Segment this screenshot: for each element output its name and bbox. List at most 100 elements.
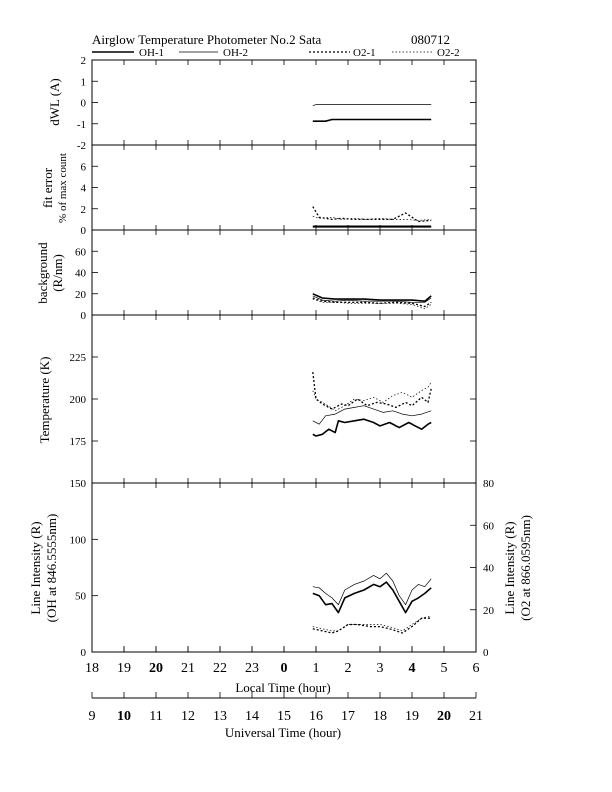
panel-temperature-ytick-label: 200 xyxy=(70,394,87,406)
series-oh-1-background xyxy=(312,293,432,303)
series-oh-1-dwl xyxy=(312,118,432,122)
panel-background-ylabel: background xyxy=(35,242,50,304)
series-o2-2-temperature xyxy=(312,382,432,412)
series-o2-1-temperature xyxy=(312,372,432,410)
local-time-axis-label: Local Time (hour) xyxy=(235,680,330,695)
panel-dwl-ytick-label: 2 xyxy=(81,55,87,67)
local-time-axis-tick-label: 1 xyxy=(313,661,320,676)
panel-background-ytick-label: 60 xyxy=(75,246,87,258)
universal-time-axis-tick-label: 10 xyxy=(117,709,131,724)
local-time-axis-tick-label: 2 xyxy=(345,661,352,676)
series-o2-1-fit-error xyxy=(312,206,432,223)
panel-fit-error: fit error % of max count 6 4 2 0 xyxy=(40,144,477,237)
panel-temperature: Temperature (K) 225 200 175 xyxy=(37,314,477,484)
panel-background: background (R/nm) 60 40 20 0 xyxy=(35,229,477,322)
series-o2-2-fit-error xyxy=(312,215,432,221)
universal-time-axis-tick-label: 14 xyxy=(245,709,259,724)
panel-temperature-frame xyxy=(91,314,477,484)
series-oh-2-dwl xyxy=(312,104,432,107)
series-o2-1-background xyxy=(312,297,432,308)
panel-fit-error-ytick-label: 4 xyxy=(81,183,87,195)
panel-background-ytick-label: 40 xyxy=(75,268,87,280)
local-time-axis-tick-label: 6 xyxy=(473,661,480,676)
panel-line-intensity-y2tick-label: 20 xyxy=(483,605,495,617)
universal-time-axis-tick-label: 15 xyxy=(277,709,291,724)
panel-fit-error-ytick-label: 6 xyxy=(81,161,87,173)
universal-time-axis-tick-label: 16 xyxy=(309,709,323,724)
panel-dwl-ylabel: dWL (A) xyxy=(47,78,62,126)
panel-temperature-ytick-label: 175 xyxy=(70,436,87,448)
legend-item-oh-2: OH-2 xyxy=(179,47,248,59)
series-oh-1-line-intensity xyxy=(312,581,432,614)
series-oh-2-temperature xyxy=(312,405,432,425)
universal-time-axis-tick-label: 12 xyxy=(181,709,195,724)
panel-dwl-ytick-label: -1 xyxy=(77,119,86,131)
panel-fit-error-frame xyxy=(91,144,477,231)
local-time-axis-tick-label: 19 xyxy=(117,661,131,676)
local-time-axis-tick-label: 18 xyxy=(85,661,99,676)
legend: OH-1 OH-2 O2-1 O2-2 xyxy=(92,47,460,59)
panel-dwl-ytick-label: 1 xyxy=(81,76,87,88)
series-oh-2-background xyxy=(312,295,432,303)
panel-line-intensity-ytick-label: 0 xyxy=(81,647,87,659)
panel-dwl: dWL (A) 2 1 0 -1 -2 xyxy=(47,55,477,152)
legend-item-oh-1: OH-1 xyxy=(92,47,164,59)
legend-label-oh-1: OH-1 xyxy=(139,47,164,59)
panel-fit-error-ylabel2: % of max count xyxy=(57,153,69,223)
universal-time-axis-tick-label: 18 xyxy=(373,709,387,724)
panel-intensity-y2label2: (O2 at 866.0595nm) xyxy=(518,515,533,621)
local-time-axis: Local Time (hour) 18 19 20 21 22 23 0 1 2 3 4 5 6 xyxy=(85,646,480,695)
panel-intensity-ylabel: Line Intensity (R) xyxy=(28,521,43,614)
local-time-axis-tick-label: 21 xyxy=(181,661,195,676)
legend-label-o2-1: O2-1 xyxy=(353,47,376,59)
series-o2-2-background xyxy=(312,298,432,309)
local-time-axis-tick-label: 4 xyxy=(409,661,416,676)
panel-line-intensity-frame xyxy=(91,482,477,653)
local-time-axis-tick-label: 22 xyxy=(213,661,227,676)
panel-line-intensity-ytick-label: 50 xyxy=(75,591,87,603)
universal-time-axis-tick-label: 19 xyxy=(405,709,419,724)
panel-line-intensity-y2tick-label: 60 xyxy=(483,520,495,532)
panel-fit-error-ylabel: fit error xyxy=(40,167,55,208)
panel-line-intensity-y2tick-label: 0 xyxy=(483,647,489,659)
series-oh-2-line-intensity xyxy=(312,572,432,606)
panel-dwl-frame xyxy=(91,59,477,146)
local-time-axis-tick-label: 5 xyxy=(441,661,448,676)
panel-intensity-y2label: Line Intensity (R) xyxy=(502,521,517,614)
figure-title: Airglow Temperature Photometer No.2 Sata xyxy=(92,32,322,47)
series-oh-1-temperature xyxy=(312,418,432,437)
legend-label-oh-2: OH-2 xyxy=(223,47,248,59)
local-time-axis-tick-label: 20 xyxy=(149,661,163,676)
panel-temperature-ylabel: Temperature (K) xyxy=(37,357,52,444)
series-o2-1-line-intensity xyxy=(312,617,432,634)
universal-time-axis-tick-label: 9 xyxy=(89,709,96,724)
panel-background-ytick-label: 20 xyxy=(75,289,87,301)
panel-intensity-ylabel2: (OH at 846.5555nm) xyxy=(44,514,59,623)
panel-line-intensity: Line Intensity (R) (OH at 846.5555nm) Li… xyxy=(28,478,533,659)
panel-background-ylabel2: (R/nm) xyxy=(50,254,65,292)
universal-time-axis-tick-label: 20 xyxy=(437,709,451,724)
panel-temperature-ytick-label: 225 xyxy=(70,352,87,364)
legend-item-o2-1: O2-1 xyxy=(309,47,376,59)
universal-time-axis-tick-label: 17 xyxy=(341,709,355,724)
figure-date: 080712 xyxy=(411,32,450,47)
panel-line-intensity-ytick-label: 150 xyxy=(70,478,87,490)
legend-item-o2-2: O2-2 xyxy=(392,47,460,59)
panel-dwl-ytick-label: 0 xyxy=(81,98,87,110)
universal-time-axis-tick-label: 21 xyxy=(469,709,483,724)
panel-background-ytick-label: 0 xyxy=(81,310,87,322)
universal-time-axis: Universal Time (hour) 9 10 11 12 13 14 15 16 17 1… xyxy=(89,692,483,740)
series-o2-2-line-intensity xyxy=(312,615,432,632)
legend-label-o2-2: O2-2 xyxy=(437,47,460,59)
local-time-axis-tick-label: 23 xyxy=(245,661,259,676)
panel-fit-error-ytick-label: 2 xyxy=(81,204,87,216)
universal-time-axis-tick-label: 13 xyxy=(213,709,227,724)
local-time-axis-tick-label: 0 xyxy=(281,661,288,676)
universal-time-axis-tick-label: 11 xyxy=(149,709,162,724)
panel-dwl-ytick-label: -2 xyxy=(77,140,86,152)
panel-line-intensity-ytick-label: 100 xyxy=(70,534,87,546)
local-time-axis-tick-label: 3 xyxy=(377,661,384,676)
panel-fit-error-ytick-label: 0 xyxy=(81,225,87,237)
universal-time-axis-label: Universal Time (hour) xyxy=(225,725,341,740)
